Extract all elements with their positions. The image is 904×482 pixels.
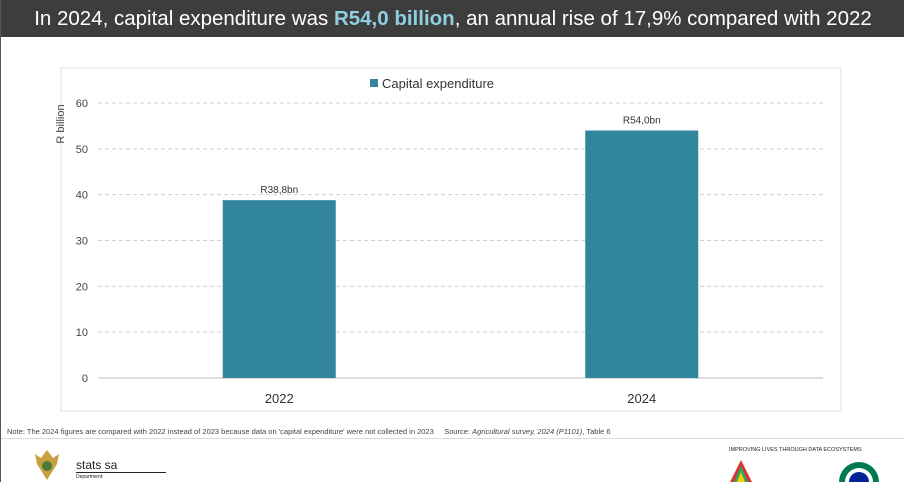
y-tick-label: 40 bbox=[76, 190, 88, 202]
x-tick-label: 2022 bbox=[265, 391, 294, 406]
x-tick-label: 2024 bbox=[627, 391, 656, 406]
y-tick-label: 0 bbox=[82, 373, 88, 385]
title-highlight: R54,0 billion bbox=[333, 7, 455, 30]
brand-name: stats sa bbox=[76, 458, 118, 472]
divider bbox=[1, 438, 904, 439]
coat-of-arms-logo bbox=[35, 450, 59, 480]
y-tick-label: 20 bbox=[76, 281, 88, 293]
chart-frame bbox=[60, 67, 842, 412]
bar-chart: 0 10 20 30 40 50 60 R billion R38,8bn 2022 R54,0bn… bbox=[55, 67, 842, 412]
legend-label: Capital expenditure bbox=[382, 76, 494, 91]
tagline: IMPROVING LIVES THROUGH DATA ECOSYSTEMS bbox=[729, 447, 862, 453]
legend-swatch bbox=[370, 79, 378, 87]
department-label: Department: bbox=[76, 474, 104, 480]
brand-underline bbox=[76, 472, 166, 473]
emblem-logo bbox=[730, 460, 752, 482]
data-label: R54,0bn bbox=[623, 116, 661, 127]
y-tick-label: 60 bbox=[76, 98, 88, 110]
y-axis-title: R billion bbox=[55, 104, 67, 143]
bar-2022 bbox=[222, 200, 336, 378]
y-tick-label: 10 bbox=[76, 327, 88, 339]
data-label: R38,8bn bbox=[260, 185, 298, 196]
footnote: Note: The 2024 figures are compared with… bbox=[7, 427, 611, 436]
y-tick-label: 30 bbox=[76, 236, 88, 248]
slide-title: In 2024, capital expenditure was R54,0 b… bbox=[1, 0, 904, 37]
bar-2024 bbox=[585, 130, 699, 378]
y-tick-label: 50 bbox=[76, 144, 88, 156]
sa-flag-logo bbox=[839, 462, 879, 482]
